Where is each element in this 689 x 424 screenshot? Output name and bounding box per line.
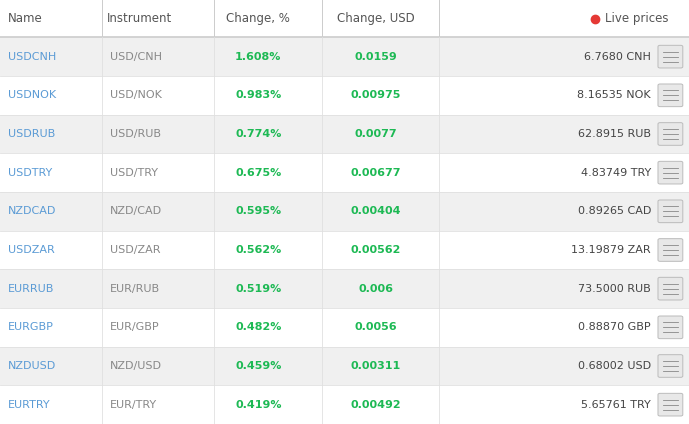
FancyBboxPatch shape <box>0 347 689 385</box>
Text: USD/CNH: USD/CNH <box>110 52 162 61</box>
Text: 0.482%: 0.482% <box>235 322 282 332</box>
FancyBboxPatch shape <box>658 84 683 107</box>
Text: EUR/GBP: EUR/GBP <box>110 322 160 332</box>
FancyBboxPatch shape <box>0 231 689 269</box>
FancyBboxPatch shape <box>658 123 683 145</box>
Text: USD/NOK: USD/NOK <box>110 90 162 100</box>
Text: NZD/USD: NZD/USD <box>110 361 162 371</box>
Text: EUR/RUB: EUR/RUB <box>110 284 161 294</box>
FancyBboxPatch shape <box>0 37 689 76</box>
Text: Live prices: Live prices <box>605 12 668 25</box>
Text: NZDUSD: NZDUSD <box>8 361 56 371</box>
FancyBboxPatch shape <box>658 239 683 261</box>
Text: USD/ZAR: USD/ZAR <box>110 245 161 255</box>
FancyBboxPatch shape <box>658 161 683 184</box>
Text: 0.89265 CAD: 0.89265 CAD <box>578 206 651 216</box>
Text: Name: Name <box>8 12 43 25</box>
Text: 0.983%: 0.983% <box>235 90 282 100</box>
Text: 0.00492: 0.00492 <box>350 400 401 410</box>
Text: USD/TRY: USD/TRY <box>110 167 158 178</box>
Text: 0.595%: 0.595% <box>236 206 281 216</box>
Text: 0.00677: 0.00677 <box>350 167 401 178</box>
Text: 0.68002 USD: 0.68002 USD <box>578 361 651 371</box>
Text: 0.519%: 0.519% <box>235 284 282 294</box>
Text: 0.00311: 0.00311 <box>351 361 400 371</box>
FancyBboxPatch shape <box>0 385 689 424</box>
FancyBboxPatch shape <box>658 277 683 300</box>
FancyBboxPatch shape <box>658 316 683 339</box>
Text: Instrument: Instrument <box>107 12 172 25</box>
Text: USDZAR: USDZAR <box>8 245 55 255</box>
Text: 5.65761 TRY: 5.65761 TRY <box>582 400 651 410</box>
Text: Change, USD: Change, USD <box>337 12 414 25</box>
Text: 0.00562: 0.00562 <box>350 245 401 255</box>
Text: 0.00404: 0.00404 <box>350 206 401 216</box>
Text: 62.8915 RUB: 62.8915 RUB <box>578 129 651 139</box>
Text: 0.562%: 0.562% <box>235 245 282 255</box>
Text: USD/RUB: USD/RUB <box>110 129 161 139</box>
Text: USDCNH: USDCNH <box>8 52 56 61</box>
Text: 0.459%: 0.459% <box>235 361 282 371</box>
Text: Change, %: Change, % <box>227 12 290 25</box>
Text: 0.88870 GBP: 0.88870 GBP <box>579 322 651 332</box>
Text: 6.7680 CNH: 6.7680 CNH <box>584 52 651 61</box>
FancyBboxPatch shape <box>0 0 689 37</box>
FancyBboxPatch shape <box>658 393 683 416</box>
Text: 0.0159: 0.0159 <box>354 52 397 61</box>
FancyBboxPatch shape <box>658 45 683 68</box>
FancyBboxPatch shape <box>658 354 683 377</box>
Text: USDRUB: USDRUB <box>8 129 56 139</box>
Text: USDTRY: USDTRY <box>8 167 52 178</box>
FancyBboxPatch shape <box>0 76 689 114</box>
Text: EURTRY: EURTRY <box>8 400 51 410</box>
Text: 0.0077: 0.0077 <box>354 129 397 139</box>
FancyBboxPatch shape <box>0 308 689 347</box>
Text: 0.419%: 0.419% <box>235 400 282 410</box>
Text: EURGBP: EURGBP <box>8 322 54 332</box>
Text: 4.83749 TRY: 4.83749 TRY <box>581 167 651 178</box>
Text: 0.006: 0.006 <box>358 284 393 294</box>
Text: 8.16535 NOK: 8.16535 NOK <box>577 90 651 100</box>
FancyBboxPatch shape <box>0 269 689 308</box>
FancyBboxPatch shape <box>0 192 689 231</box>
Text: 0.675%: 0.675% <box>235 167 282 178</box>
FancyBboxPatch shape <box>658 200 683 223</box>
FancyBboxPatch shape <box>0 153 689 192</box>
Text: USDNOK: USDNOK <box>8 90 56 100</box>
Text: EURRUB: EURRUB <box>8 284 54 294</box>
Text: NZDCAD: NZDCAD <box>8 206 56 216</box>
Text: 0.774%: 0.774% <box>235 129 282 139</box>
Text: NZD/CAD: NZD/CAD <box>110 206 163 216</box>
FancyBboxPatch shape <box>0 114 689 153</box>
Text: 13.19879 ZAR: 13.19879 ZAR <box>571 245 651 255</box>
Text: EUR/TRY: EUR/TRY <box>110 400 157 410</box>
Text: 73.5000 RUB: 73.5000 RUB <box>578 284 651 294</box>
Text: 1.608%: 1.608% <box>235 52 282 61</box>
Text: 0.0056: 0.0056 <box>354 322 397 332</box>
Text: 0.00975: 0.00975 <box>350 90 401 100</box>
